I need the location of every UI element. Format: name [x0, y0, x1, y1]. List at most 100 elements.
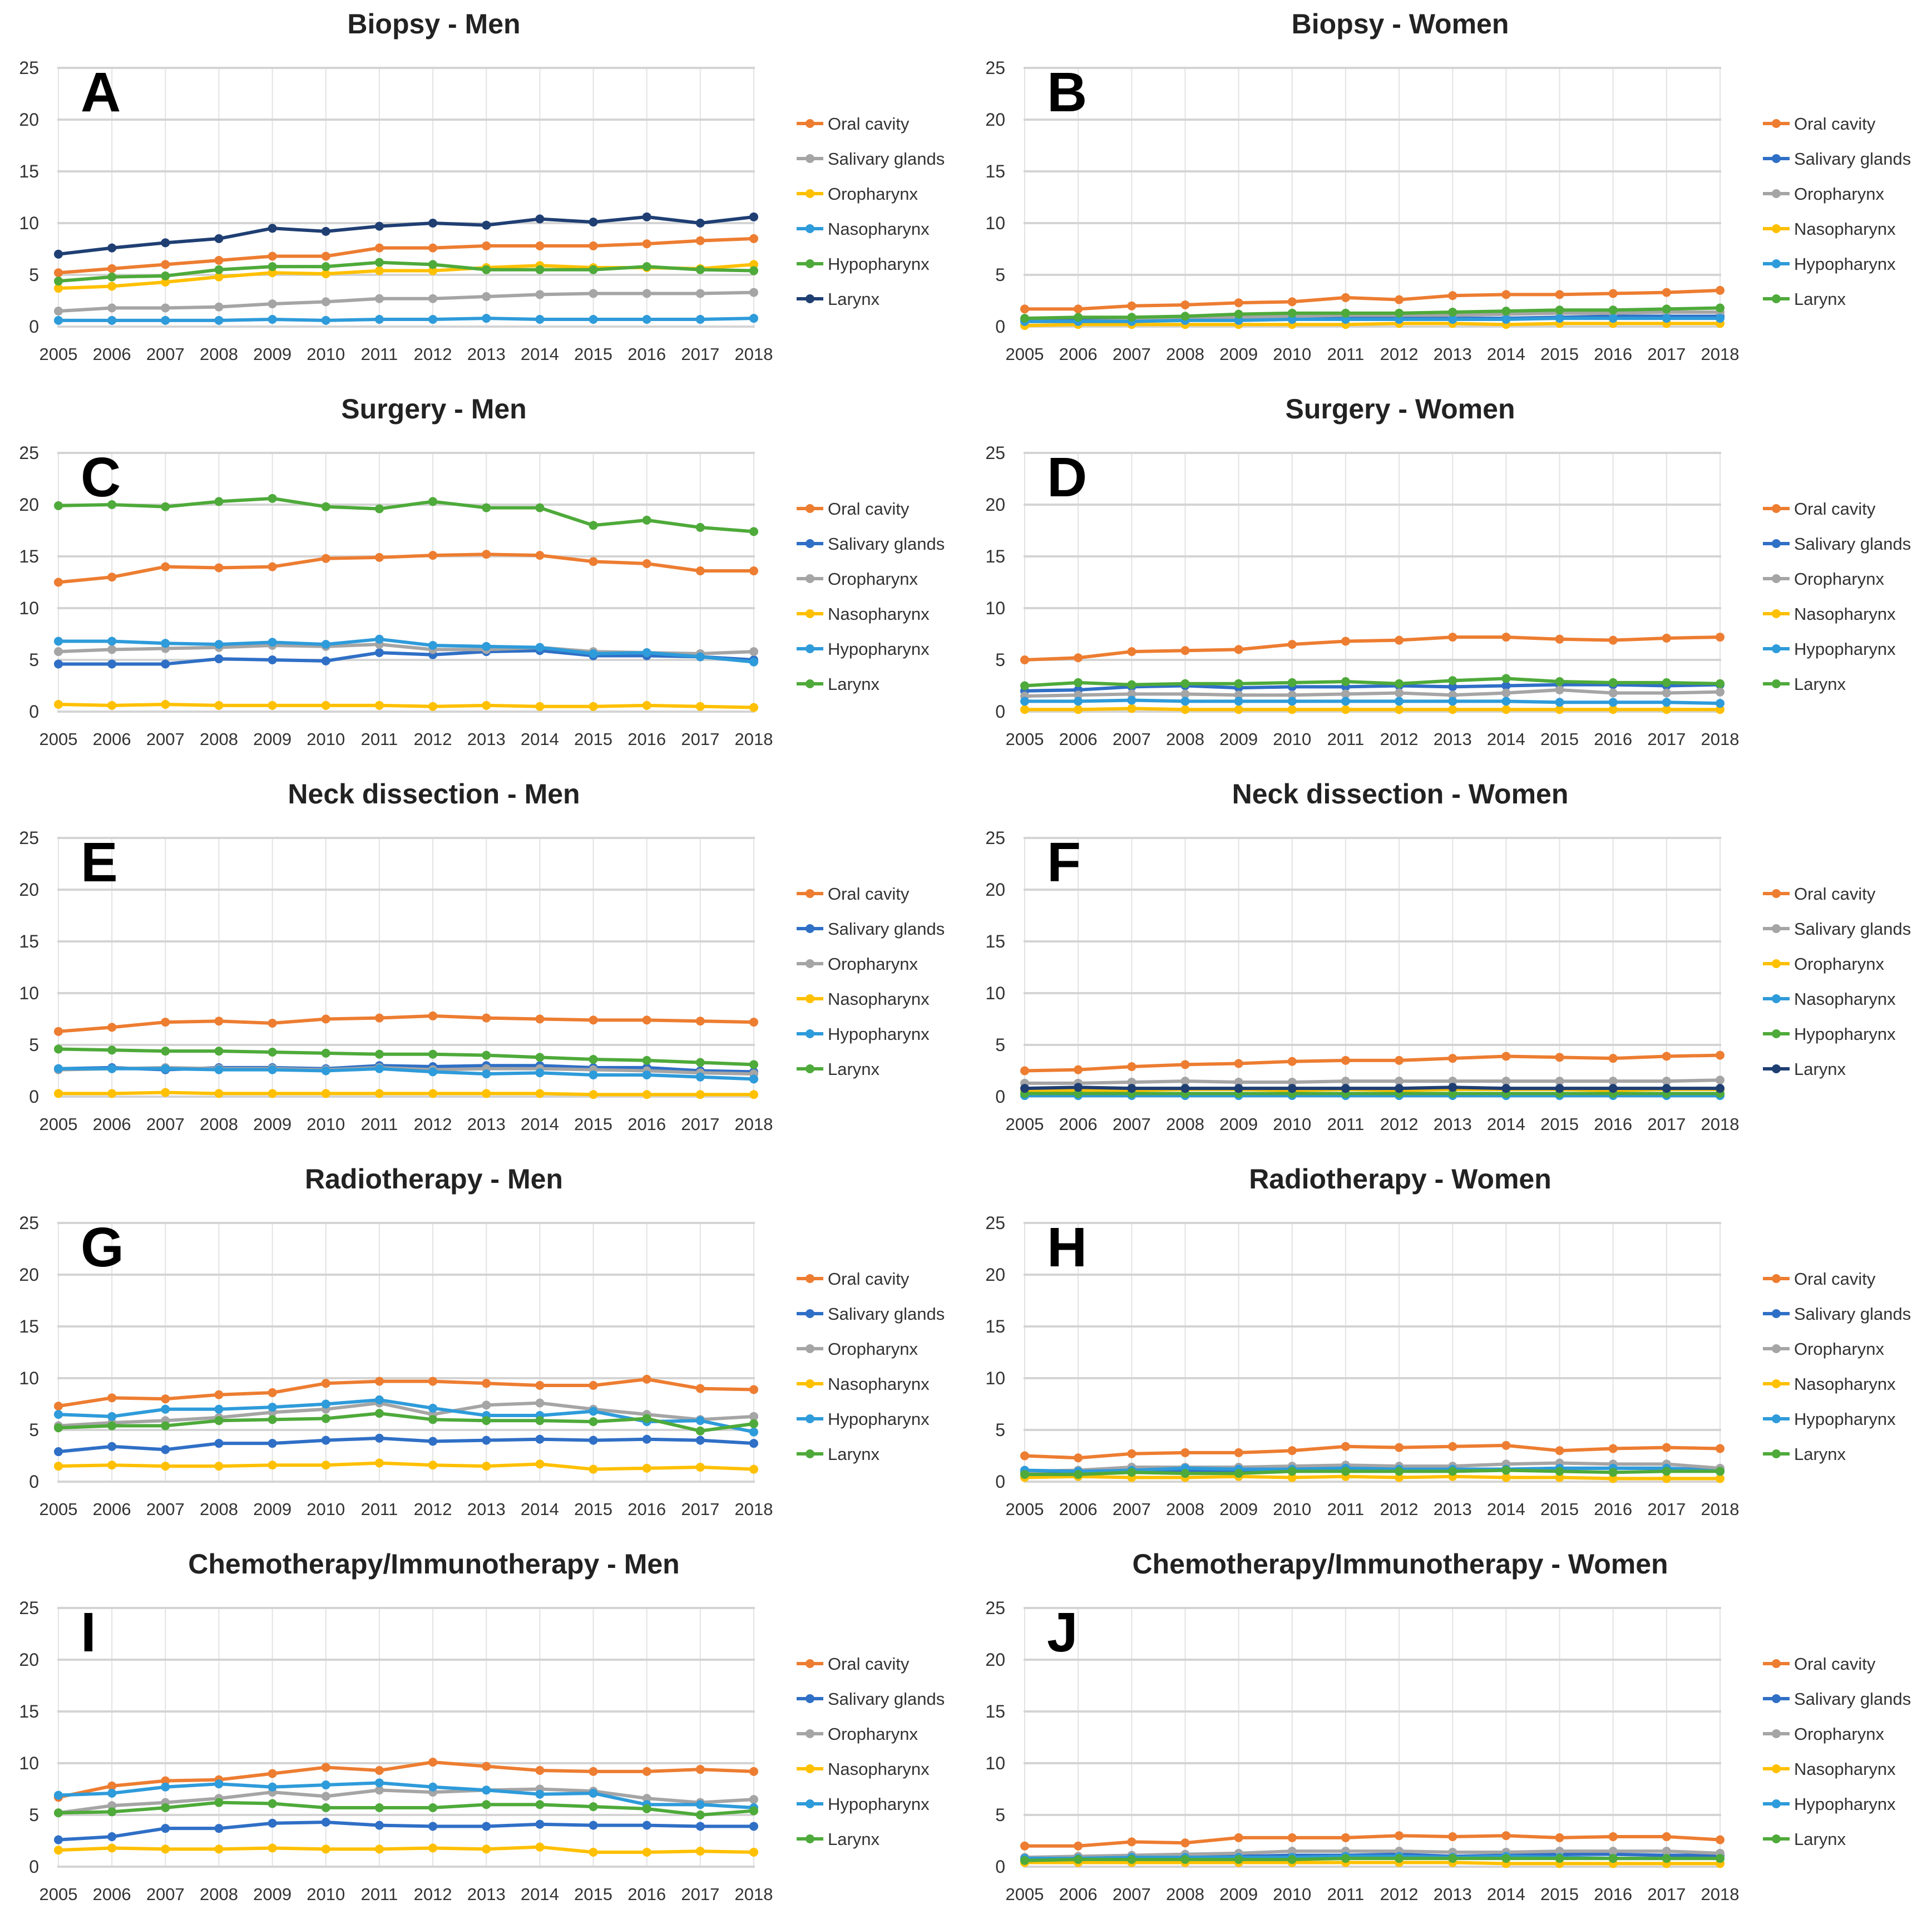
data-point — [107, 1421, 117, 1430]
data-point — [1555, 634, 1564, 644]
x-tick-label: 2016 — [627, 344, 666, 364]
legend-label: Oropharynx — [1794, 569, 1884, 589]
x-tick-label: 2011 — [1327, 729, 1365, 749]
x-tick-label: 2013 — [467, 729, 506, 749]
line-chart: Surgery - Men 0 5 10 15 20 25 2005 2006 2007 2008 2… — [19, 393, 945, 749]
data-point — [1395, 1077, 1404, 1086]
data-point — [535, 1053, 545, 1062]
data-point — [54, 268, 63, 278]
data-point — [161, 260, 170, 269]
legend-item: Oral cavity — [1763, 499, 1876, 519]
data-point — [107, 1832, 117, 1842]
data-point — [374, 243, 384, 253]
data-point — [1448, 676, 1457, 685]
data-point — [1608, 314, 1618, 323]
x-tick-label: 2014 — [521, 344, 559, 364]
data-point — [214, 1779, 224, 1789]
data-point — [374, 1821, 384, 1830]
data-point — [1662, 698, 1671, 707]
y-tick-label: 20 — [985, 1265, 1005, 1285]
y-tick-label: 25 — [985, 58, 1005, 78]
x-tick-label: 2014 — [521, 1499, 559, 1519]
data-point — [1234, 697, 1243, 706]
data-point — [161, 271, 170, 280]
legend-item: Larynx — [797, 1444, 880, 1464]
x-tick-label: 2017 — [681, 344, 719, 364]
x-tick-label: 2018 — [1701, 1499, 1740, 1519]
data-point — [1074, 1841, 1083, 1851]
data-point — [268, 1403, 277, 1412]
data-point — [749, 1427, 758, 1437]
data-point — [1501, 1052, 1511, 1061]
series-salivary-glands — [54, 288, 758, 316]
data-point — [107, 1023, 117, 1032]
data-point — [1448, 291, 1457, 300]
series-larynx — [1020, 674, 1725, 690]
legend-item: Salivary glands — [797, 534, 945, 554]
x-tick-label: 2018 — [735, 1499, 773, 1519]
series-line — [1024, 677, 1721, 688]
data-point — [428, 1377, 438, 1386]
data-point — [589, 1055, 598, 1064]
x-tick-label: 2011 — [1327, 1499, 1365, 1519]
x-tick-label: 2018 — [1701, 1114, 1740, 1134]
data-point — [107, 264, 117, 273]
data-point — [321, 1014, 330, 1024]
data-point — [1501, 1084, 1511, 1093]
data-point — [1608, 705, 1618, 714]
legend-label: Nasopharynx — [1794, 219, 1896, 239]
data-point — [1555, 685, 1564, 694]
legend-label: Oral cavity — [828, 1269, 910, 1289]
data-point — [214, 1390, 224, 1399]
data-point — [1341, 1467, 1350, 1476]
data-point — [1287, 308, 1297, 318]
data-point — [749, 1806, 758, 1816]
data-point — [268, 1048, 277, 1057]
data-point — [107, 645, 117, 654]
legend-item: Hypopharynx — [1763, 254, 1896, 274]
legend-item: Salivary glands — [1763, 1689, 1911, 1709]
legend-marker — [806, 224, 814, 233]
legend-label: Oral cavity — [1794, 884, 1876, 904]
x-tick-label: 2018 — [735, 344, 773, 364]
legend-marker — [1772, 1064, 1781, 1073]
data-point — [321, 1379, 330, 1388]
legend-item: Oral cavity — [1763, 1269, 1876, 1289]
data-point — [1501, 1466, 1511, 1475]
legend-marker — [1772, 889, 1781, 898]
data-point — [1555, 1084, 1564, 1093]
x-tick-label: 2011 — [361, 1884, 398, 1904]
data-point — [321, 1844, 330, 1854]
data-point — [482, 241, 491, 250]
data-point — [1341, 689, 1350, 699]
data-point — [1716, 1084, 1725, 1093]
legend-label: Hypopharynx — [1794, 1024, 1896, 1044]
data-point — [161, 1047, 170, 1056]
data-point — [1127, 1468, 1137, 1477]
data-point — [535, 1800, 545, 1809]
series-larynx — [54, 1044, 758, 1069]
data-point — [107, 1788, 117, 1798]
data-point — [1074, 697, 1083, 706]
y-tick-label: 20 — [19, 495, 39, 515]
data-point — [321, 1803, 330, 1812]
data-point — [1020, 1841, 1029, 1851]
legend-marker — [1772, 1764, 1781, 1773]
series-nasopharynx — [54, 1458, 758, 1474]
y-tick-label: 10 — [19, 213, 39, 233]
data-point — [321, 502, 330, 511]
data-point — [428, 497, 438, 506]
data-point — [107, 1089, 117, 1098]
x-tick-label: 2006 — [93, 1884, 131, 1904]
legend-label: Larynx — [1794, 674, 1846, 694]
data-point — [1180, 312, 1190, 321]
legend-label: Larynx — [1794, 1059, 1846, 1079]
data-point — [1608, 1468, 1618, 1477]
legend-label: Nasopharynx — [828, 1759, 930, 1779]
data-point — [1501, 1440, 1511, 1450]
legend-label: Salivary glands — [1794, 1689, 1911, 1709]
data-point — [1662, 1832, 1671, 1842]
legend-item: Salivary glands — [797, 149, 945, 169]
data-point — [1341, 308, 1350, 318]
